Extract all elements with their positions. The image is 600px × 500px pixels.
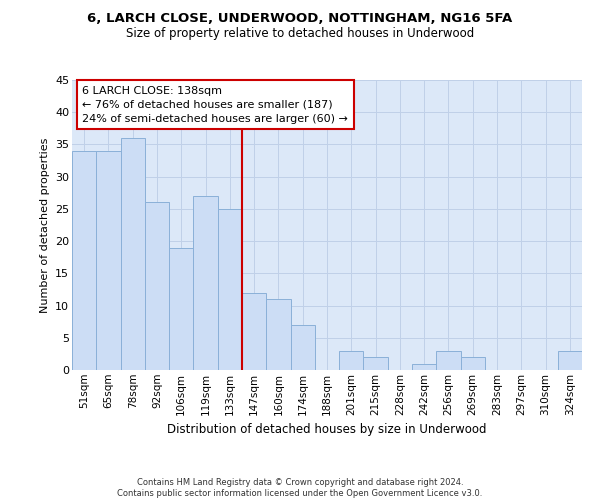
Bar (193, 196, 218, 370)
X-axis label: Distribution of detached houses by size in Underwood: Distribution of detached houses by size … (167, 423, 487, 436)
Bar (558, 350, 582, 370)
Text: 6, LARCH CLOSE, UNDERWOOD, NOTTINGHAM, NG16 5FA: 6, LARCH CLOSE, UNDERWOOD, NOTTINGHAM, N… (88, 12, 512, 26)
Bar (121, 138, 145, 370)
Bar (242, 292, 266, 370)
Bar (290, 325, 315, 370)
Bar (72, 151, 96, 370)
Bar (145, 202, 169, 370)
Bar (412, 364, 436, 370)
Bar (266, 299, 290, 370)
Bar (436, 350, 461, 370)
Y-axis label: Number of detached properties: Number of detached properties (40, 138, 50, 312)
Bar (169, 248, 193, 370)
Bar (364, 357, 388, 370)
Bar (96, 151, 121, 370)
Text: Size of property relative to detached houses in Underwood: Size of property relative to detached ho… (126, 28, 474, 40)
Bar (339, 350, 364, 370)
Text: Contains HM Land Registry data © Crown copyright and database right 2024.
Contai: Contains HM Land Registry data © Crown c… (118, 478, 482, 498)
Bar (218, 209, 242, 370)
Bar (461, 357, 485, 370)
Text: 6 LARCH CLOSE: 138sqm
← 76% of detached houses are smaller (187)
24% of semi-det: 6 LARCH CLOSE: 138sqm ← 76% of detached … (82, 86, 348, 124)
